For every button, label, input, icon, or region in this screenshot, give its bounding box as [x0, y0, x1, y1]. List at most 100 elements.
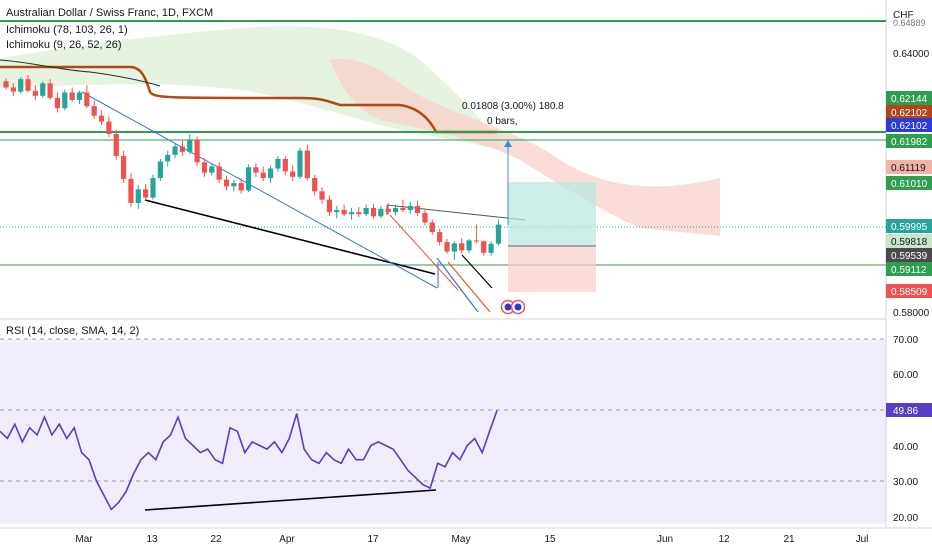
rsi-legend[interactable]: RSI (14, close, SMA, 14, 2) — [6, 325, 139, 337]
candle-body[interactable] — [304, 150, 310, 179]
candle-body[interactable] — [334, 210, 340, 213]
event-marker-icons[interactable] — [500, 299, 526, 315]
candle-body[interactable] — [370, 207, 377, 217]
candle-body[interactable] — [488, 243, 494, 253]
candle-body[interactable] — [179, 146, 185, 152]
candle-body[interactable] — [437, 232, 443, 243]
candle-body[interactable] — [40, 83, 46, 96]
candle-body[interactable] — [415, 205, 421, 213]
rsi-line — [0, 410, 498, 511]
long-position-target-zone[interactable] — [508, 182, 596, 246]
candle-body[interactable] — [268, 168, 274, 179]
candle-body[interactable] — [466, 240, 472, 251]
candle-body[interactable] — [194, 139, 200, 163]
candle-body[interactable] — [69, 92, 75, 100]
ichimoku-cloud-green — [0, 26, 500, 150]
candle-body[interactable] — [18, 79, 24, 92]
rsi-tick-40: 40.00 — [893, 442, 918, 453]
candle-body[interactable] — [260, 172, 266, 179]
candle-body[interactable] — [290, 171, 296, 177]
indicator-legend-1[interactable]: Ichimoku (78, 103, 26, 1) — [6, 24, 128, 36]
time-axis[interactable]: Mar 13 22 Apr 17 May 15 Jun 12 21 Jul — [75, 534, 868, 545]
candle-body[interactable] — [253, 167, 259, 173]
candle-body[interactable] — [91, 106, 97, 116]
candle-body[interactable] — [282, 158, 288, 172]
price-badge — [886, 219, 932, 233]
candle-body[interactable] — [422, 212, 428, 223]
candle-body[interactable] — [135, 189, 141, 203]
candle-body[interactable] — [172, 146, 178, 155]
candle-body[interactable] — [297, 150, 303, 177]
candle-body[interactable] — [459, 243, 465, 251]
price-badge — [886, 234, 932, 248]
channel-line-blue[interactable] — [81, 91, 438, 289]
candle-body[interactable] — [245, 167, 252, 191]
time-label: Jun — [657, 534, 673, 545]
channel-line-blue-2[interactable] — [436, 257, 479, 313]
candle-body[interactable] — [113, 134, 119, 157]
channel-line-orange[interactable] — [389, 214, 459, 291]
candle-body[interactable] — [143, 189, 149, 198]
candle-body[interactable] — [319, 191, 325, 200]
price-badge-label: 0.61982 — [891, 137, 928, 148]
candle-body[interactable] — [356, 212, 362, 215]
candle-body[interactable] — [495, 224, 502, 244]
candle-body[interactable] — [223, 179, 230, 187]
time-label: 21 — [783, 534, 795, 545]
candle-body[interactable] — [407, 205, 413, 211]
price-badge-label: 0.62102 — [891, 108, 928, 119]
candle-body[interactable] — [106, 121, 112, 135]
candle-body[interactable] — [32, 90, 38, 96]
candle-body[interactable] — [47, 83, 53, 98]
candle-body[interactable] — [392, 207, 399, 213]
candle-body[interactable] — [121, 156, 127, 179]
candle-body[interactable] — [385, 208, 391, 213]
indicator-legend-2[interactable]: Ichimoku (9, 26, 52, 26) — [6, 39, 122, 51]
candle-body[interactable] — [363, 207, 369, 215]
price-support-trendline[interactable] — [144, 199, 436, 275]
candle-body[interactable] — [76, 92, 83, 100]
candle-body[interactable] — [275, 158, 281, 169]
rsi-divergence-trendline[interactable] — [144, 489, 437, 511]
candle-body[interactable] — [444, 242, 450, 252]
candle-body[interactable] — [128, 178, 134, 203]
candle-body[interactable] — [10, 87, 16, 92]
ichimoku-lagging-span — [0, 59, 161, 87]
price-badge — [886, 118, 932, 132]
candle-body[interactable] — [62, 92, 68, 109]
price-badge-label: 0.59539 — [891, 251, 928, 262]
long-position-stop-zone[interactable] — [508, 246, 596, 292]
candle-body[interactable] — [473, 240, 479, 242]
candle-body[interactable] — [231, 183, 237, 187]
candle-body[interactable] — [312, 178, 318, 192]
candle-body[interactable] — [3, 81, 9, 88]
candle-body[interactable] — [209, 166, 215, 173]
price-axis-top-label: 0.64889 — [893, 18, 926, 28]
rsi-current-value: 49.86 — [893, 406, 918, 417]
candle-body[interactable] — [187, 139, 193, 152]
candle-body[interactable] — [54, 97, 61, 109]
candle-body[interactable] — [400, 207, 406, 211]
channel-line-orange-2[interactable] — [447, 261, 491, 313]
symbol-title[interactable]: Australian Dollar / Swiss Franc, 1D, FXC… — [6, 7, 213, 19]
candle-body[interactable] — [341, 210, 347, 215]
candle-body[interactable] — [150, 178, 156, 198]
candle-body[interactable] — [98, 115, 105, 122]
candle-body[interactable] — [165, 154, 171, 162]
price-badge-label: 0.62144 — [891, 94, 928, 105]
channel-line-black[interactable] — [461, 254, 493, 289]
candle-body[interactable] — [84, 92, 90, 107]
candle-body[interactable] — [348, 212, 355, 215]
candle-body[interactable] — [157, 161, 163, 179]
candle-body[interactable] — [201, 162, 208, 173]
candle-body[interactable] — [238, 183, 244, 191]
candle-body[interactable] — [429, 222, 435, 233]
candle-body[interactable] — [451, 243, 457, 252]
candle-body[interactable] — [25, 79, 31, 91]
price-badge-label: 0.61010 — [891, 179, 928, 190]
candle-body[interactable] — [216, 166, 222, 180]
candle-body[interactable] — [326, 199, 332, 213]
candle-body[interactable] — [378, 208, 384, 217]
candle-body[interactable] — [481, 241, 487, 253]
